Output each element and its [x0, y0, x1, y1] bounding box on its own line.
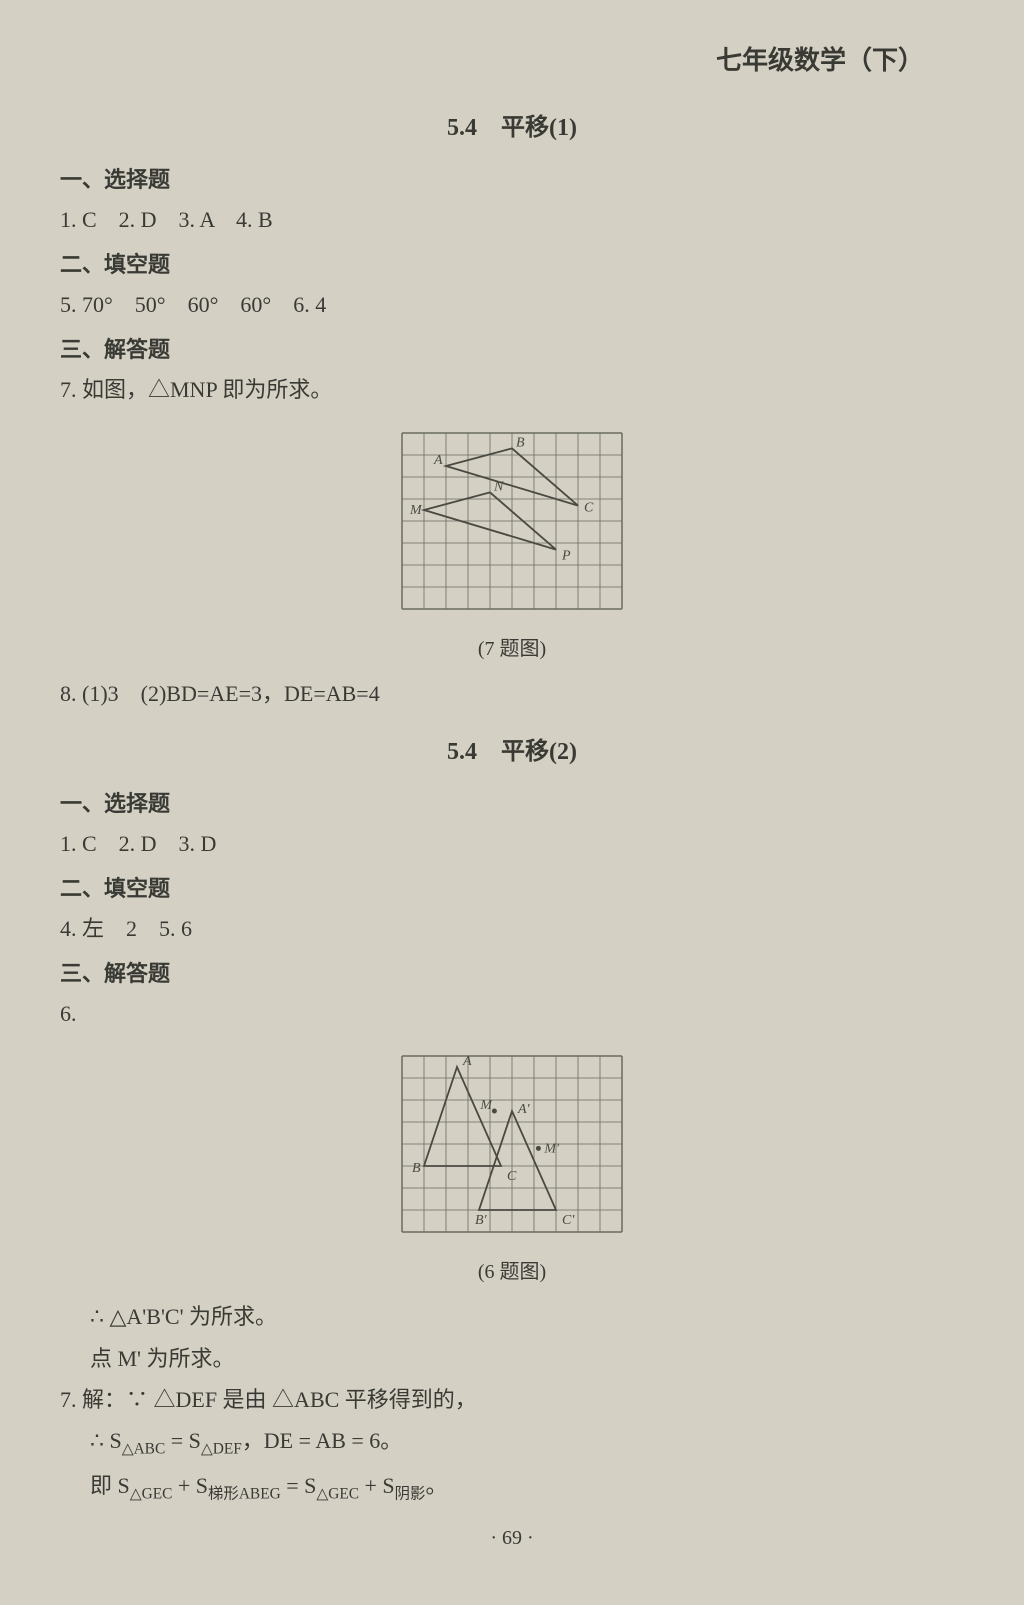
svg-text:B: B [516, 435, 525, 450]
answer-8: 8. (1)3 (2)BD=AE=3，DE=AB=4 [60, 676, 964, 711]
subheading-solve-1: 三、解答题 [60, 332, 964, 364]
svg-text:B: B [412, 1161, 421, 1176]
q7-l3-sub3: △GEC [316, 1485, 359, 1502]
q7-l3-sub2: 梯形ABEG [208, 1485, 281, 1502]
svg-text:A: A [433, 453, 443, 468]
answer-7: 7. 如图，△MNP 即为所求。 [60, 372, 964, 407]
q7-l2-mid1: = S [165, 1428, 201, 1453]
svg-text:C': C' [562, 1213, 575, 1228]
conclusion-2: 点 M' 为所求。 [60, 1341, 964, 1376]
svg-text:N: N [493, 479, 504, 494]
svg-text:C: C [584, 500, 594, 515]
svg-text:A: A [462, 1054, 472, 1069]
figure-7-caption: (7 题图) [60, 632, 964, 661]
figure-7: A B C M N P (7 题图) [60, 423, 964, 661]
svg-text:M: M [479, 1098, 493, 1113]
q7-l2-sub1: △ABC [122, 1440, 165, 1457]
q7-l3-prefix: 即 S [90, 1473, 130, 1498]
svg-text:M: M [409, 503, 423, 518]
subheading-choice-2: 一、选择题 [60, 786, 964, 818]
q7-line3: 即 S△GEC + S梯形ABEG = S△GEC + S阴影。 [60, 1468, 964, 1507]
section-title-2: 5.4 平移(2) [60, 731, 964, 766]
section-title-1: 5.4 平移(1) [60, 107, 964, 142]
answers-choice-2: 1. C 2. D 3. D [60, 826, 964, 861]
subheading-fill-2: 二、填空题 [60, 871, 964, 903]
svg-text:A': A' [517, 1102, 531, 1117]
figure-7-svg: A B C M N P [392, 423, 632, 619]
q7-l3-mid3: + S [359, 1473, 395, 1498]
svg-text:B': B' [475, 1213, 488, 1228]
answer-6: 6. [60, 996, 964, 1031]
svg-text:C: C [507, 1169, 517, 1184]
svg-text:P: P [561, 548, 571, 563]
q7-line1: 7. 解：∵ △DEF 是由 △ABC 平移得到的， [60, 1382, 964, 1417]
answers-choice-1: 1. C 2. D 3. A 4. B [60, 202, 964, 237]
page-header: 七年级数学（下） [60, 40, 964, 77]
q7-l3-mid2: = S [281, 1473, 317, 1498]
q7-l2-sub2: △DEF [201, 1440, 242, 1457]
page-number: · 69 · [60, 1527, 964, 1550]
q7-l2-prefix: ∴ S [90, 1428, 122, 1453]
q7-l3-sub1: △GEC [130, 1485, 173, 1502]
q7-l3-tail: 。 [425, 1473, 447, 1498]
answers-fill-1: 5. 70° 50° 60° 60° 6. 4 [60, 287, 964, 322]
q7-l3-sub4: 阴影 [395, 1485, 426, 1502]
conclusion-1: ∴ △A'B'C' 为所求。 [60, 1299, 964, 1334]
q7-line2: ∴ S△ABC = S△DEF，DE = AB = 6。 [60, 1423, 964, 1462]
figure-6-caption: (6 题图) [60, 1255, 964, 1284]
figure-6: A B C A' B' C' M M' (6 题图) [60, 1046, 964, 1284]
svg-text:M': M' [543, 1142, 560, 1157]
subheading-solve-2: 三、解答题 [60, 956, 964, 988]
subheading-choice-1: 一、选择题 [60, 162, 964, 194]
figure-6-svg: A B C A' B' C' M M' [392, 1046, 632, 1242]
q7-l2-tail: ，DE = AB = 6。 [242, 1428, 403, 1453]
q7-l3-mid1: + S [172, 1473, 208, 1498]
subheading-fill-1: 二、填空题 [60, 247, 964, 279]
answers-fill-2: 4. 左 2 5. 6 [60, 911, 964, 946]
